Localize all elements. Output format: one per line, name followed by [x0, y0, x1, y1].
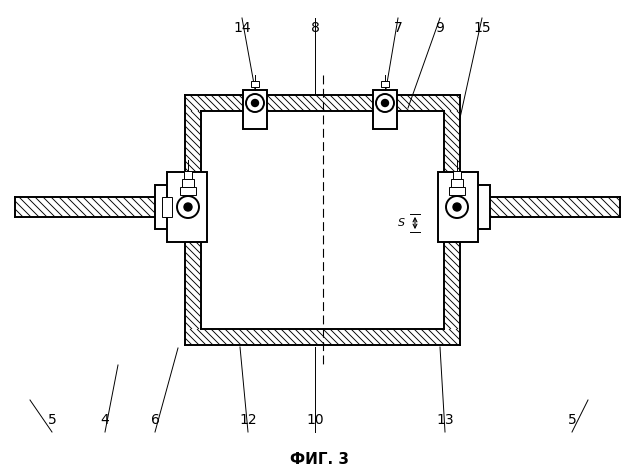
- Bar: [451, 179, 463, 187]
- Text: 6: 6: [150, 413, 159, 427]
- Text: 9: 9: [436, 21, 444, 35]
- Bar: [162, 197, 172, 217]
- Bar: [373, 90, 397, 129]
- Bar: [184, 171, 192, 179]
- Text: ФИГ. 3: ФИГ. 3: [291, 453, 349, 467]
- Bar: [167, 172, 207, 242]
- Bar: [450, 197, 488, 217]
- Text: 13: 13: [436, 413, 454, 427]
- Bar: [157, 197, 195, 217]
- Bar: [449, 187, 465, 195]
- Circle shape: [381, 99, 388, 106]
- Text: 4: 4: [100, 413, 109, 427]
- Circle shape: [453, 203, 461, 211]
- Text: S: S: [397, 218, 404, 228]
- Bar: [453, 171, 461, 179]
- Bar: [251, 81, 259, 87]
- Bar: [381, 81, 389, 87]
- Circle shape: [184, 203, 192, 211]
- Bar: [155, 185, 197, 229]
- Text: 15: 15: [473, 21, 491, 35]
- Text: 14: 14: [233, 21, 251, 35]
- Text: 10: 10: [306, 413, 324, 427]
- Text: 7: 7: [394, 21, 403, 35]
- Text: 5: 5: [47, 413, 56, 427]
- Bar: [180, 187, 196, 195]
- Text: 12: 12: [239, 413, 257, 427]
- Text: 8: 8: [310, 21, 319, 35]
- Circle shape: [252, 99, 259, 106]
- Bar: [243, 90, 267, 129]
- Bar: [182, 179, 194, 187]
- Bar: [448, 185, 490, 229]
- Bar: [438, 172, 478, 242]
- Text: 5: 5: [568, 413, 577, 427]
